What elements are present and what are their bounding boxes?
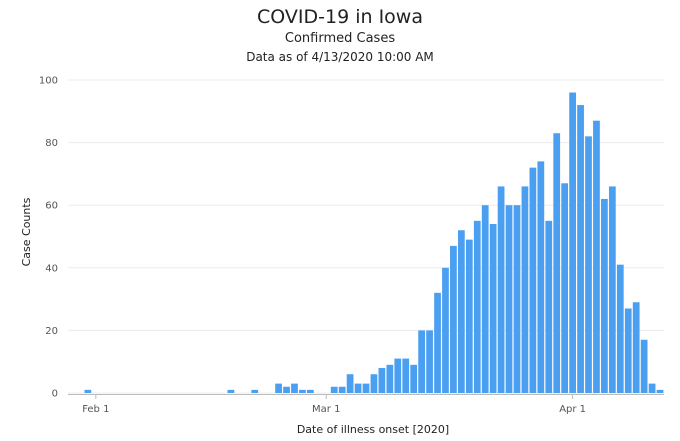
bar — [481, 205, 489, 393]
bar — [465, 239, 473, 393]
bar — [601, 198, 608, 393]
bar — [291, 383, 298, 393]
bar — [577, 105, 584, 393]
y-tick-label: 80 — [45, 138, 58, 149]
bar — [553, 133, 561, 393]
bar — [84, 389, 92, 393]
bar — [354, 383, 362, 393]
bars — [84, 92, 664, 394]
y-tick-label: 60 — [45, 201, 58, 212]
bar — [473, 220, 481, 393]
y-tick-label: 20 — [45, 326, 58, 337]
bar — [251, 389, 259, 393]
bar — [275, 383, 282, 393]
bar — [227, 389, 235, 393]
bar — [386, 364, 394, 393]
bar — [561, 183, 569, 393]
x-tick-label: Apr 1 — [559, 404, 586, 415]
bar — [608, 186, 616, 393]
bar — [330, 386, 338, 393]
y-tick-label: 40 — [45, 263, 58, 274]
bar — [537, 161, 545, 393]
x-tick-label: Mar 1 — [312, 404, 340, 415]
bar — [442, 267, 449, 393]
bar — [426, 330, 433, 393]
bar — [457, 230, 465, 393]
bar — [513, 205, 521, 393]
bar — [450, 245, 457, 393]
bar — [299, 389, 306, 393]
bar — [378, 367, 386, 393]
y-tick-labels: 0 20 40 60 80 100 — [39, 76, 58, 400]
x-tick-labels: Feb 1 Mar 1 Apr 1 — [82, 394, 586, 415]
bar — [656, 389, 664, 393]
bar — [307, 389, 314, 393]
bar — [648, 383, 656, 393]
bar — [410, 364, 418, 393]
bar — [434, 292, 441, 393]
bar — [394, 358, 402, 393]
bar — [505, 205, 513, 393]
y-tick-label: 100 — [39, 76, 58, 87]
bar — [402, 358, 410, 393]
bar — [529, 167, 537, 393]
y-tick-label: 0 — [52, 389, 58, 400]
bar — [338, 386, 346, 393]
bar — [640, 339, 648, 393]
bar — [521, 186, 529, 393]
bar — [616, 264, 624, 393]
x-axis-label: Date of illness onset [2020] — [297, 423, 449, 436]
bar — [632, 302, 640, 393]
bar — [624, 308, 632, 393]
bar — [346, 374, 354, 393]
chart-title: COVID-19 in Iowa — [257, 6, 423, 28]
data-as-of: Data as of 4/13/2020 10:00 AM — [246, 50, 434, 64]
y-axis-label: Case Counts — [20, 197, 33, 266]
bar — [489, 223, 497, 393]
bar — [497, 186, 505, 393]
bar — [593, 120, 600, 393]
bar — [545, 220, 553, 393]
bar — [585, 136, 592, 393]
bar — [370, 374, 378, 393]
bar — [569, 92, 576, 394]
chart-subtitle: Confirmed Cases — [284, 31, 396, 46]
bar — [418, 330, 425, 393]
x-tick-label: Feb 1 — [82, 404, 109, 415]
bar — [362, 383, 370, 393]
bar — [283, 386, 290, 393]
